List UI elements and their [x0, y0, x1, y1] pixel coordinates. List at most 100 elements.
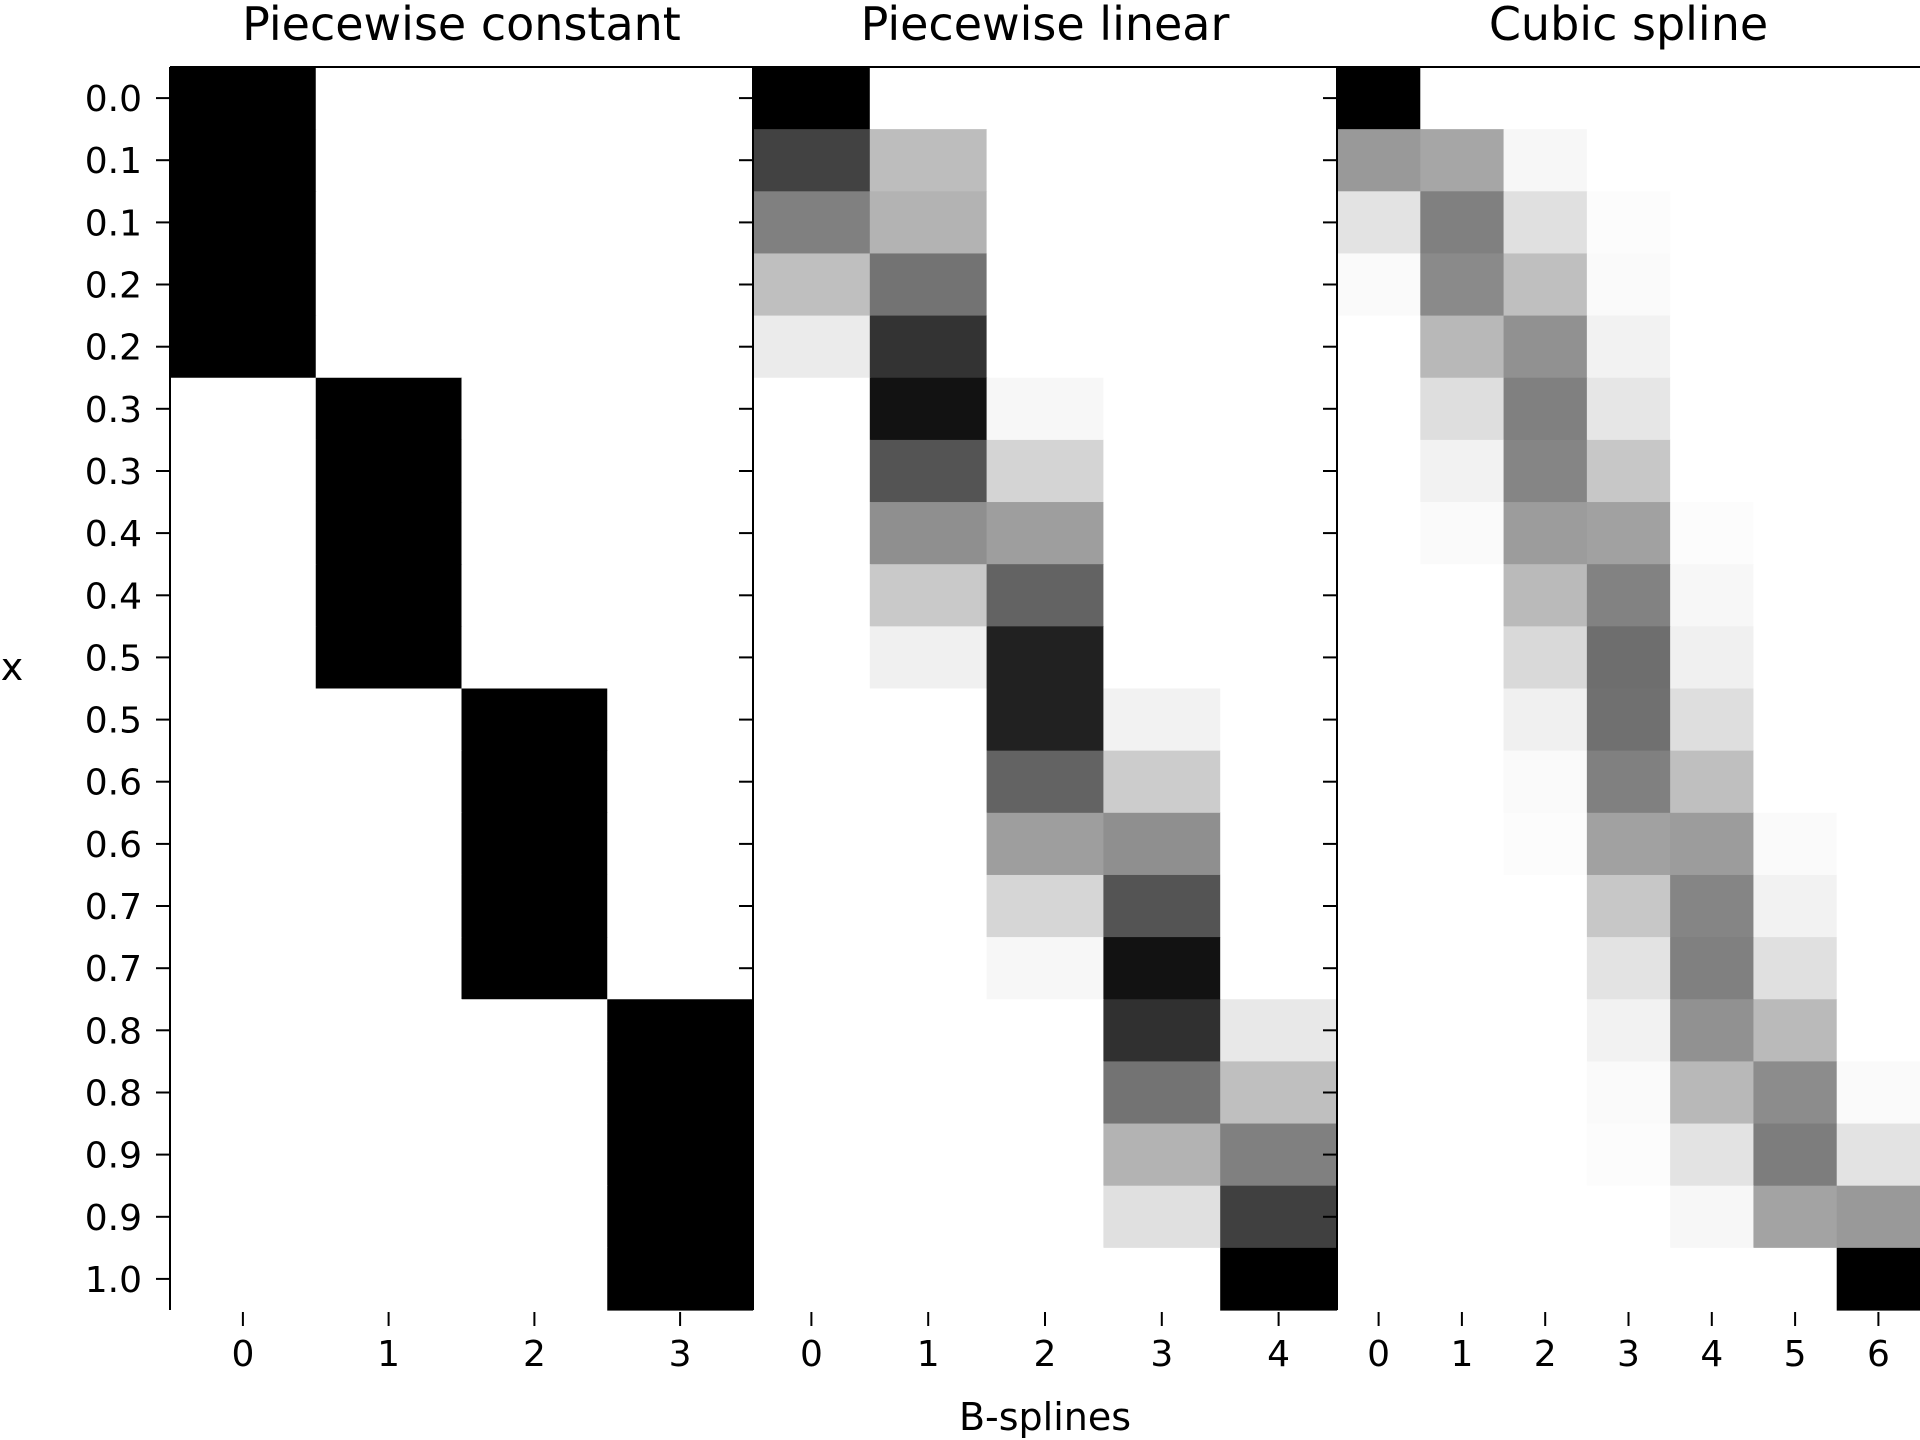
cubic-spline-cell [1753, 1247, 1838, 1311]
piecewise-linear-cell [753, 1185, 871, 1249]
piecewise-linear-cell [753, 937, 871, 1000]
piecewise-linear-cell [1220, 874, 1338, 938]
cubic-spline-cell [1586, 67, 1671, 130]
cubic-spline-cell [1420, 1185, 1505, 1249]
piecewise-constant-cell [315, 315, 463, 379]
piecewise-linear-cell [869, 1185, 988, 1249]
cubic-spline-cell [1753, 1123, 1838, 1187]
cubic-spline-cell [1753, 999, 1838, 1062]
cubic-spline-cell [1670, 874, 1755, 938]
cubic-spline-cell [1586, 1061, 1671, 1125]
piecewise-constant-cell [607, 937, 754, 1000]
piecewise-constant-cell [315, 1185, 463, 1249]
piecewise-constant-cell [461, 1061, 608, 1125]
cubic-spline-cell [1836, 1061, 1920, 1125]
cubic-spline-cell [1337, 626, 1421, 690]
piecewise-constant-cell [315, 750, 463, 814]
cubic-spline-cell [1420, 564, 1505, 627]
cubic-spline-cell [1836, 1185, 1920, 1249]
cubic-spline-cell [1337, 502, 1421, 565]
piecewise-constant-cell [461, 253, 608, 317]
cubic-spline-cell [1586, 377, 1671, 441]
piecewise-constant-cell [315, 626, 463, 690]
cubic-spline-cell [1420, 439, 1505, 503]
piecewise-constant-cell [607, 874, 754, 938]
cubic-spline-cell [1337, 129, 1421, 192]
cubic-spline-cell [1753, 626, 1838, 690]
cubic-spline-cell [1503, 812, 1588, 876]
cubic-spline-cell [1836, 564, 1920, 627]
piecewise-constant-cell [607, 1185, 754, 1249]
cubic-spline-cell [1670, 191, 1755, 255]
piecewise-constant-cell [607, 688, 754, 752]
piecewise-linear-cell [869, 688, 988, 752]
piecewise-linear-cell [986, 1123, 1104, 1187]
piecewise-linear-cell [869, 315, 988, 379]
piecewise-linear-cell [1103, 1185, 1221, 1249]
cubic-spline-cell [1586, 937, 1671, 1000]
piecewise-constant-cell [461, 626, 608, 690]
piecewise-constant-cell [315, 191, 463, 255]
cubic-spline-cell [1586, 439, 1671, 503]
piecewise-linear-cell [753, 1123, 871, 1187]
cubic-spline-cell [1836, 1123, 1920, 1187]
piecewise-linear-cell [1103, 315, 1221, 379]
piecewise-constant-panel: Piecewise constant 0 1 2 3 0.0 0.1 0.1 0.2 0.2 0.3… [85, 0, 754, 1375]
piecewise-linear-cell [986, 688, 1104, 752]
y-tick-label: 0.7 [85, 949, 142, 990]
cubic-spline-x-tick-label: 3 [1617, 1334, 1640, 1375]
cubic-spline-cell [1503, 191, 1588, 255]
cubic-spline-cell [1337, 688, 1421, 752]
cubic-spline-cell [1420, 1123, 1505, 1187]
cubic-spline-cell [1420, 191, 1505, 255]
piecewise-constant-cell [315, 874, 463, 938]
piecewise-constant-cell [607, 67, 754, 130]
cubic-spline-cell [1503, 564, 1588, 627]
piecewise-constant-cell [170, 750, 317, 814]
piecewise-constant-cell [607, 129, 754, 192]
piecewise-linear-cell [1220, 999, 1338, 1062]
cubic-spline-cell [1586, 812, 1671, 876]
piecewise-linear-cell [1220, 502, 1338, 565]
cubic-spline-x-tick-label: 1 [1450, 1334, 1473, 1375]
cubic-spline-cell [1836, 874, 1920, 938]
y-tick-label: 0.5 [85, 638, 142, 679]
piecewise-constant-cell [461, 564, 608, 627]
cubic-spline-cell [1503, 1061, 1588, 1125]
piecewise-linear-cell [1103, 1123, 1221, 1187]
piecewise-constant-cell [170, 191, 317, 255]
piecewise-constant-cell [315, 377, 463, 441]
x-axis-label: B-splines [959, 1395, 1131, 1439]
piecewise-constant-x-tick-label: 2 [523, 1334, 546, 1375]
piecewise-linear-cell [1103, 253, 1221, 317]
y-tick-label: 0.2 [85, 266, 142, 307]
cubic-spline-cell [1337, 191, 1421, 255]
cubic-spline-cell [1503, 67, 1588, 130]
piecewise-constant-cell [607, 377, 754, 441]
piecewise-constant-cell [461, 191, 608, 255]
cubic-spline-cell [1503, 439, 1588, 503]
cubic-spline-cell [1586, 1123, 1671, 1187]
cubic-spline-cell [1586, 191, 1671, 255]
piecewise-linear-cell [753, 129, 871, 192]
piecewise-constant-cell [607, 191, 754, 255]
cubic-spline-cell [1586, 626, 1671, 690]
cubic-spline-panel: Cubic spline 0 1 2 3 4 5 6 [1323, 0, 1920, 1375]
piecewise-linear-cell [1220, 937, 1338, 1000]
cubic-spline-title: Cubic spline [1489, 0, 1768, 51]
cubic-spline-cell [1670, 937, 1755, 1000]
piecewise-constant-cell [607, 1123, 754, 1187]
piecewise-constant-cell [607, 1247, 754, 1311]
piecewise-constant-cell [170, 688, 317, 752]
cubic-spline-cell [1670, 67, 1755, 130]
piecewise-constant-cell [461, 439, 608, 503]
cubic-spline-cell [1503, 315, 1588, 379]
cubic-spline-cell [1503, 1247, 1588, 1311]
cubic-spline-cell [1586, 1185, 1671, 1249]
piecewise-linear-cell [1220, 67, 1338, 130]
piecewise-linear-cell [753, 377, 871, 441]
piecewise-constant-cell [170, 377, 317, 441]
piecewise-linear-cell [986, 1061, 1104, 1125]
cubic-spline-cell [1670, 688, 1755, 752]
piecewise-linear-cell [986, 67, 1104, 130]
